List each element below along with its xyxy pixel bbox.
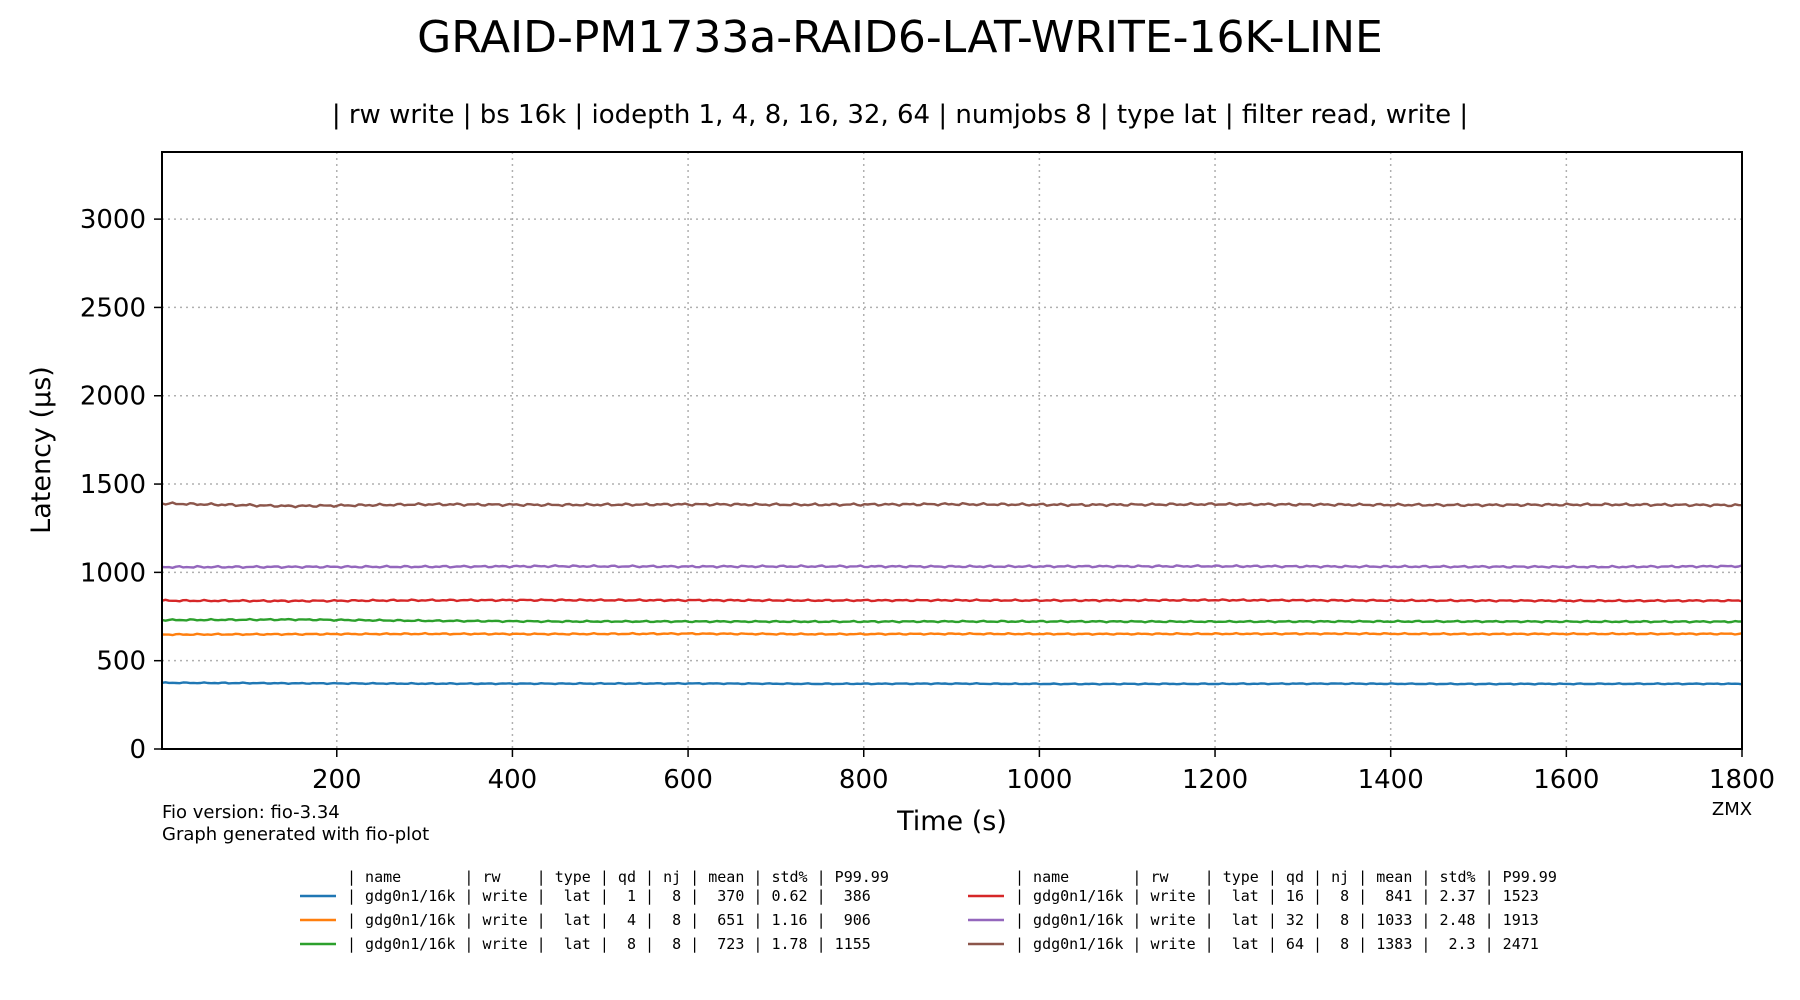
chart-subtitle: | rw write | bs 16k | iodepth 1, 4, 8, 1… xyxy=(332,100,1468,130)
y-ticks: 0 500 1000 1500 2000 2500 3000 xyxy=(80,205,162,765)
series-line xyxy=(161,631,1743,637)
fio-version-note: Fio version: fio-3.34 xyxy=(162,802,340,823)
legend-row: | gdg0n1/16k | write | lat | 16 | 8 | 84… xyxy=(1015,887,1539,905)
x-tick-label: 200 xyxy=(312,765,362,795)
y-tick-label: 1500 xyxy=(80,470,146,500)
legend-row: | gdg0n1/16k | write | lat | 1 | 8 | 370… xyxy=(347,887,871,905)
y-tick-label: 3000 xyxy=(80,205,146,235)
legend-row: | gdg0n1/16k | write | lat | 8 | 8 | 723… xyxy=(347,935,871,953)
y-tick-label: 2500 xyxy=(80,293,146,323)
x-tick-label: 1600 xyxy=(1533,765,1599,795)
x-axis-label: Time (s) xyxy=(896,806,1007,837)
y-tick-label: 500 xyxy=(96,647,146,677)
y-tick-label: 0 xyxy=(129,735,146,765)
series-line xyxy=(161,617,1743,624)
x-ticks: 200 400 600 800 1000 1200 1400 1600 1800 xyxy=(312,749,1775,795)
legend-header: | name | rw | type | qd | nj | mean | st… xyxy=(1015,868,1557,886)
series-line xyxy=(161,564,1743,569)
legend-table: | name | rw | type | qd | nj | mean | st… xyxy=(300,868,1557,953)
legend-row: | gdg0n1/16k | write | lat | 32 | 8 | 10… xyxy=(1015,911,1539,929)
x-tick-label: 1200 xyxy=(1182,765,1248,795)
axes xyxy=(161,151,1743,750)
author-note: ZMX xyxy=(1712,799,1752,820)
series-line xyxy=(161,501,1743,509)
generator-note: Graph generated with fio-plot xyxy=(162,824,429,845)
legend-row: | gdg0n1/16k | write | lat | 4 | 8 | 651… xyxy=(347,911,871,929)
x-tick-label: 400 xyxy=(488,765,538,795)
series-lines xyxy=(161,501,1743,686)
plot-frame xyxy=(161,151,1743,750)
chart-title: GRAID-PM1733a-RAID6-LAT-WRITE-16K-LINE xyxy=(417,12,1383,63)
y-axis-label: Latency (µs) xyxy=(26,366,57,534)
legend-header: | name | rw | type | qd | nj | mean | st… xyxy=(347,868,889,886)
x-tick-label: 800 xyxy=(839,765,889,795)
series-line xyxy=(161,681,1743,686)
x-tick-label: 1000 xyxy=(1006,765,1072,795)
y-tick-label: 2000 xyxy=(80,382,146,412)
x-tick-label: 1800 xyxy=(1709,765,1775,795)
grid xyxy=(162,152,1742,749)
x-tick-label: 1400 xyxy=(1358,765,1424,795)
legend-row: | gdg0n1/16k | write | lat | 64 | 8 | 13… xyxy=(1015,935,1539,953)
y-tick-label: 1000 xyxy=(80,558,146,588)
x-tick-label: 600 xyxy=(663,765,713,795)
series-line xyxy=(161,598,1743,603)
